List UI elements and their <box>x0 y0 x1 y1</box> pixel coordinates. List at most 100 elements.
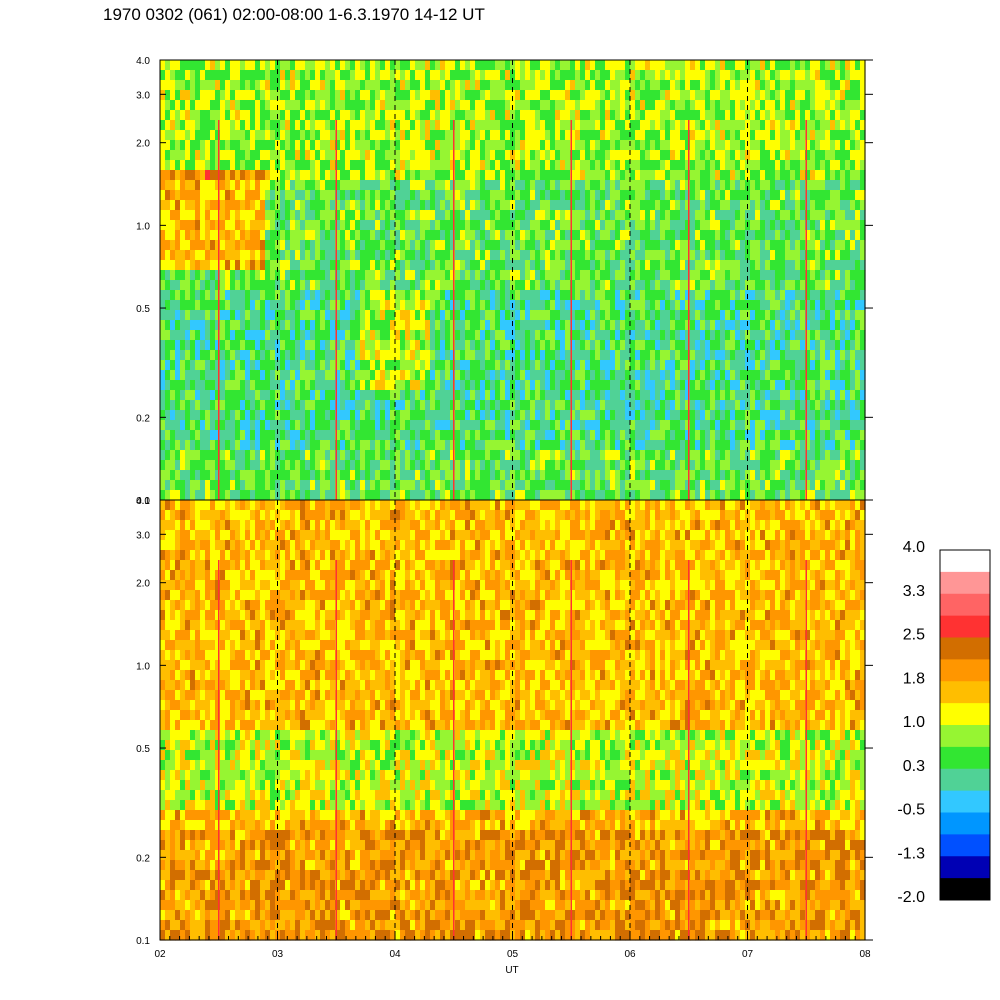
upper-heatmap-cell <box>320 210 326 221</box>
upper-heatmap-cell <box>285 260 291 271</box>
upper-heatmap-cell <box>650 300 656 311</box>
upper-heatmap-cell <box>665 400 671 411</box>
upper-heatmap-cell <box>370 230 376 241</box>
upper-heatmap-cell <box>505 380 511 391</box>
upper-heatmap-cell <box>595 420 601 431</box>
upper-heatmap-cell <box>555 450 561 461</box>
upper-heatmap-cell <box>710 370 716 381</box>
upper-heatmap-cell <box>545 330 551 341</box>
upper-heatmap-cell <box>425 350 431 361</box>
upper-heatmap-cell <box>380 410 386 421</box>
upper-heatmap-cell <box>525 210 531 221</box>
upper-heatmap-cell <box>460 270 466 281</box>
upper-heatmap-cell <box>505 330 511 341</box>
upper-heatmap-cell <box>470 290 476 301</box>
upper-heatmap-cell <box>515 250 521 261</box>
upper-heatmap-cell <box>160 230 166 241</box>
upper-heatmap-cell <box>665 410 671 421</box>
upper-heatmap-cell <box>700 330 706 341</box>
upper-heatmap-cell <box>460 90 466 101</box>
upper-heatmap-cell <box>380 160 386 171</box>
upper-heatmap-cell <box>675 120 681 131</box>
upper-heatmap-cell <box>200 70 206 81</box>
upper-heatmap-cell <box>630 340 636 351</box>
upper-heatmap-cell <box>525 290 531 301</box>
upper-heatmap-cell <box>325 180 331 191</box>
upper-heatmap-cell <box>590 100 596 111</box>
upper-heatmap-cell <box>575 290 581 301</box>
upper-heatmap-cell <box>655 440 661 451</box>
upper-heatmap-cell <box>460 220 466 231</box>
upper-heatmap-cell <box>345 230 351 241</box>
upper-heatmap-cell <box>475 330 481 341</box>
upper-heatmap-cell <box>630 290 636 301</box>
upper-heatmap-cell <box>180 240 186 251</box>
upper-heatmap-cell <box>475 480 481 491</box>
upper-heatmap-cell <box>270 60 276 71</box>
upper-heatmap-cell <box>475 450 481 461</box>
upper-heatmap-cell <box>275 330 281 341</box>
upper-heatmap-cell <box>365 290 371 301</box>
upper-heatmap-cell <box>485 460 491 471</box>
upper-heatmap-cell <box>700 250 706 261</box>
upper-heatmap-cell <box>595 390 601 401</box>
upper-heatmap-cell <box>465 210 471 221</box>
upper-heatmap-cell <box>510 350 516 361</box>
upper-heatmap-cell <box>415 320 421 331</box>
upper-heatmap-cell <box>440 400 446 411</box>
upper-heatmap-cell <box>660 180 666 191</box>
upper-heatmap-cell <box>520 110 526 121</box>
upper-heatmap-cell <box>585 90 591 101</box>
upper-heatmap-cell <box>505 110 511 121</box>
upper-heatmap-cell <box>635 420 641 431</box>
upper-heatmap-cell <box>670 410 676 421</box>
upper-heatmap-cell <box>710 100 716 111</box>
upper-heatmap-cell <box>645 110 651 121</box>
upper-heatmap-cell <box>335 440 341 451</box>
upper-heatmap-cell <box>570 310 576 321</box>
upper-heatmap-cell <box>370 480 376 491</box>
upper-heatmap-cell <box>420 470 426 481</box>
upper-heatmap-cell <box>230 120 236 131</box>
upper-heatmap-cell <box>520 370 526 381</box>
upper-heatmap-cell <box>635 290 641 301</box>
upper-heatmap-cell <box>535 180 541 191</box>
upper-heatmap-cell <box>715 180 721 191</box>
upper-heatmap-cell <box>615 150 621 161</box>
upper-heatmap-cell <box>180 90 186 101</box>
upper-heatmap-cell <box>395 230 401 241</box>
upper-heatmap-cell <box>620 240 626 251</box>
upper-heatmap-cell <box>635 450 641 461</box>
upper-heatmap-cell <box>390 310 396 321</box>
upper-heatmap-cell <box>410 80 416 91</box>
upper-heatmap-cell <box>210 190 216 201</box>
upper-heatmap-cell <box>380 320 386 331</box>
upper-heatmap-cell <box>460 350 466 361</box>
upper-heatmap-cell <box>555 200 561 211</box>
upper-heatmap-cell <box>645 310 651 321</box>
upper-heatmap-cell <box>360 330 366 341</box>
upper-heatmap-cell <box>670 130 676 141</box>
upper-heatmap-cell <box>330 130 336 141</box>
upper-heatmap-cell <box>320 430 326 441</box>
upper-heatmap-cell <box>465 70 471 81</box>
upper-heatmap-cell <box>365 180 371 191</box>
upper-heatmap-cell <box>625 350 631 361</box>
upper-heatmap-cell <box>660 430 666 441</box>
upper-heatmap-cell <box>445 260 451 271</box>
upper-heatmap-cell <box>620 270 626 281</box>
upper-heatmap-cell <box>545 400 551 411</box>
upper-heatmap-cell <box>345 210 351 221</box>
upper-heatmap-cell <box>645 250 651 261</box>
upper-heatmap-cell <box>370 180 376 191</box>
upper-heatmap-cell <box>665 210 671 221</box>
upper-heatmap-cell <box>385 240 391 251</box>
upper-heatmap-cell <box>540 420 546 431</box>
upper-heatmap-cell <box>420 90 426 101</box>
upper-heatmap-cell <box>675 370 681 381</box>
upper-heatmap-cell <box>175 470 181 481</box>
upper-heatmap-cell <box>680 360 686 371</box>
upper-heatmap-cell <box>190 370 196 381</box>
upper-heatmap-cell <box>400 110 406 121</box>
upper-heatmap-cell <box>295 290 301 301</box>
